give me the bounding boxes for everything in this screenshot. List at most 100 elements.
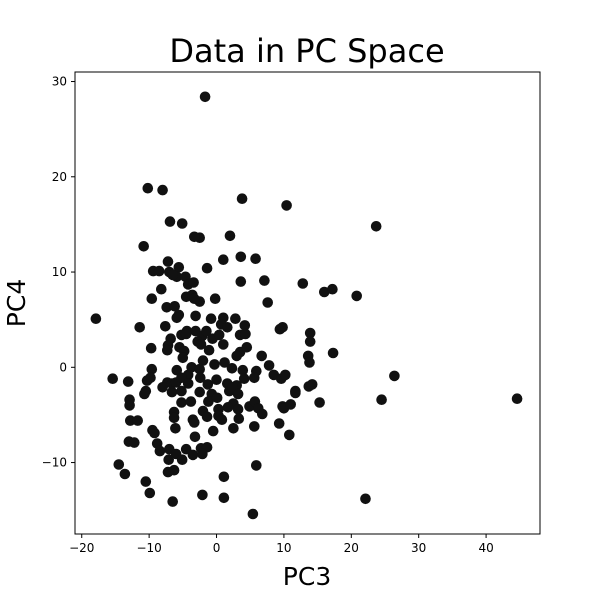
y-tick-label: 20: [52, 170, 67, 184]
data-point: [240, 328, 251, 340]
data-point: [157, 382, 168, 393]
y-tick-label: 0: [59, 360, 67, 374]
data-point: [239, 320, 251, 331]
data-point: [161, 302, 172, 313]
chart-title: Data in PC Space: [169, 32, 444, 70]
data-point: [167, 496, 178, 507]
data-point: [284, 429, 295, 441]
x-tick-label: 0: [213, 541, 221, 555]
data-point: [202, 379, 214, 390]
data-point: [144, 487, 156, 499]
data-point: [389, 370, 400, 382]
data-point: [277, 322, 288, 333]
data-point: [197, 448, 208, 460]
data-point: [314, 397, 325, 408]
data-point: [197, 355, 209, 366]
points-layer: [90, 91, 523, 520]
data-point: [259, 275, 270, 286]
data-point: [180, 328, 192, 340]
data-point: [188, 277, 199, 288]
x-axis-ticks: −20 −10 0 10 20 30 40: [69, 534, 494, 555]
data-point: [238, 373, 250, 385]
x-tick-label: 30: [411, 541, 426, 555]
data-point: [157, 184, 168, 196]
data-point: [139, 388, 150, 400]
x-tick-label: 40: [478, 541, 493, 555]
x-tick-label: −20: [69, 541, 94, 555]
data-point: [222, 402, 234, 413]
data-point: [146, 293, 158, 305]
data-point: [306, 379, 318, 390]
data-point: [153, 265, 165, 277]
data-point: [290, 387, 301, 399]
x-tick-label: 20: [344, 541, 359, 555]
data-point: [226, 363, 238, 374]
data-point: [376, 394, 387, 406]
data-point: [201, 411, 213, 423]
data-point: [211, 392, 223, 404]
data-point: [224, 230, 236, 242]
data-point: [256, 350, 268, 362]
data-point: [201, 262, 213, 274]
data-point: [304, 357, 315, 368]
data-point: [189, 231, 200, 243]
y-tick-label: −10: [42, 456, 67, 470]
data-point: [327, 347, 339, 359]
data-point: [218, 492, 230, 504]
data-point: [140, 476, 152, 487]
data-point: [218, 471, 230, 483]
data-point: [250, 460, 262, 471]
data-point: [142, 182, 154, 194]
data-point: [195, 339, 207, 350]
data-point: [250, 253, 261, 264]
data-point: [351, 290, 363, 302]
data-point: [263, 360, 275, 371]
data-point: [134, 322, 145, 333]
data-point: [197, 489, 208, 501]
data-point: [90, 313, 102, 325]
data-point: [230, 313, 241, 325]
data-point: [170, 423, 181, 434]
data-point: [211, 374, 222, 386]
data-point: [218, 254, 229, 265]
data-point: [232, 403, 244, 415]
data-point: [162, 466, 174, 478]
data-point: [173, 262, 185, 273]
data-point: [247, 508, 259, 520]
data-point: [207, 425, 219, 437]
data-point: [209, 293, 221, 305]
data-point: [216, 414, 228, 426]
y-tick-label: 30: [52, 75, 67, 89]
data-point: [257, 408, 268, 420]
data-point: [119, 468, 131, 480]
data-point: [162, 344, 173, 356]
data-point: [304, 327, 316, 339]
data-point: [132, 415, 143, 426]
x-tick-label: 10: [276, 541, 291, 555]
data-point: [171, 312, 183, 324]
data-point: [281, 200, 292, 211]
y-axis-ticks: −10 0 10 20 30: [42, 75, 75, 470]
data-point: [160, 321, 171, 332]
data-point: [169, 301, 180, 312]
data-point: [176, 385, 187, 397]
data-point: [149, 427, 160, 439]
data-point: [162, 256, 174, 267]
data-point: [205, 313, 217, 325]
data-point: [370, 221, 382, 232]
y-tick-label: 10: [52, 265, 67, 279]
data-point: [213, 329, 225, 341]
data-point: [168, 412, 180, 424]
data-point: [186, 362, 197, 373]
data-point: [163, 454, 174, 466]
data-point: [285, 399, 297, 410]
data-point: [138, 241, 149, 252]
data-point: [228, 423, 239, 434]
data-point: [107, 373, 118, 385]
y-axis-label: PC4: [2, 279, 31, 327]
data-point: [189, 417, 200, 428]
data-point: [327, 283, 338, 295]
data-point: [166, 386, 178, 398]
data-point: [304, 336, 316, 347]
data-point: [280, 369, 291, 381]
